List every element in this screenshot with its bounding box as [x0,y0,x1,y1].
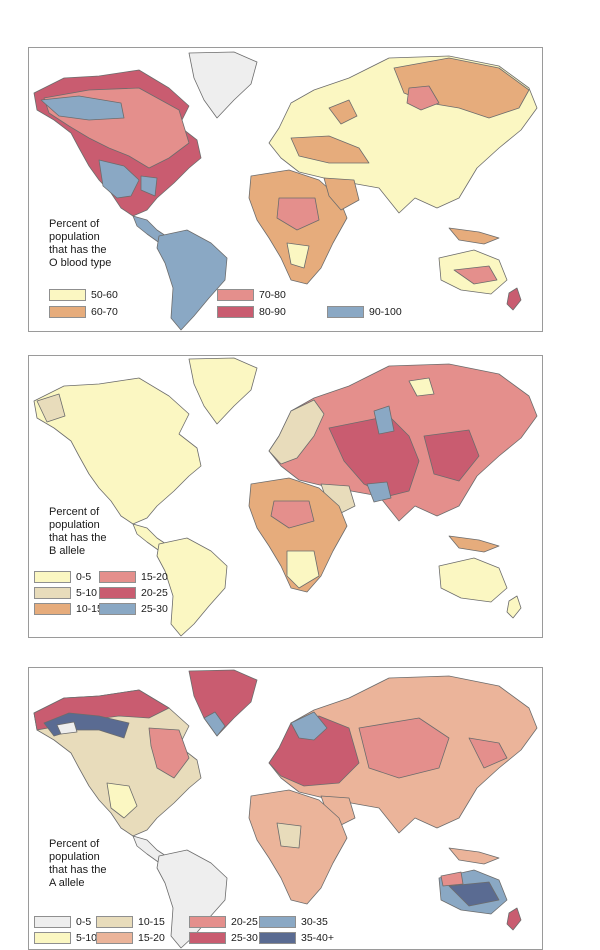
legend-swatch [34,916,71,928]
legend-swatch [259,916,296,928]
legend-label: 5-10 [76,932,98,944]
legend-label: 70-80 [259,289,286,301]
map-panel-b-allele: Percent of population that has the B all… [28,355,543,638]
greenland [188,51,258,119]
legend-label: 15-20 [141,571,168,583]
south-america [156,229,228,331]
legend-label: 25-30 [231,932,258,944]
map-panel-a-allele: Percent of population that has the A all… [28,667,543,950]
map-panel-o-type: Percent of population that has the O blo… [28,47,543,332]
legend-label: 50-60 [91,289,118,301]
legend-label: 5-10 [76,587,98,599]
legend-label: 35-40+ [301,932,334,944]
legend-label: 80-90 [259,306,286,318]
legend-swatch [99,603,136,615]
legend-swatch [49,306,86,318]
legend-swatch [34,571,71,583]
legend-label: 30-35 [301,916,328,928]
world-map-o-type [33,51,538,331]
legend-swatch [327,306,364,318]
south-america [156,537,228,637]
legend-swatch [99,571,136,583]
legend-swatch [49,289,86,301]
legend-swatch [259,932,296,944]
legend-swatch [34,603,71,615]
legend-label: 0-5 [76,916,92,928]
legend-swatch [217,289,254,301]
map-legend: 50-60 60-70 70-80 80-90 90-100 [29,48,542,331]
greenland [188,357,258,425]
map-legend: 0-5 5-10 10-15 15-20 20-25 25-30 30-35 [29,668,542,949]
legend-label: 10-15 [76,603,103,615]
world-map-a-allele [33,669,538,949]
legend-label: 60-70 [91,306,118,318]
legend-swatch [96,916,133,928]
legend-swatch [34,587,71,599]
legend-swatch [96,932,133,944]
map-caption: Percent of population that has the O blo… [49,218,112,269]
legend-label: 10-15 [138,916,165,928]
legend-label: 15-20 [138,932,165,944]
legend-label: 25-30 [141,603,168,615]
map-caption: Percent of population that has the B all… [49,506,107,557]
legend-label: 20-25 [141,587,168,599]
legend-label: 90-100 [369,306,402,318]
legend-label: 0-5 [76,571,92,583]
legend-swatch [189,932,226,944]
north-america [33,377,202,525]
australia [438,557,508,603]
legend-swatch [34,932,71,944]
world-map-b-allele [33,357,538,637]
legend-swatch [189,916,226,928]
map-caption: Percent of population that has the A all… [49,838,107,889]
legend-swatch [99,587,136,599]
legend-label: 20-25 [231,916,258,928]
map-legend: 0-5 5-10 10-15 15-20 20-25 25-30 [29,356,542,637]
legend-swatch [217,306,254,318]
